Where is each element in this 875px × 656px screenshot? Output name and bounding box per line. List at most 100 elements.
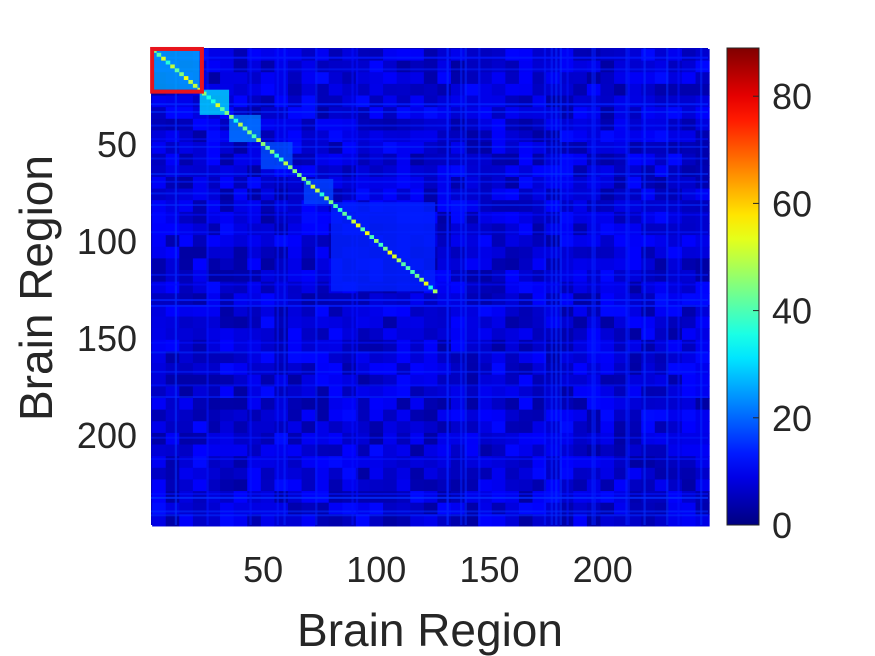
heatmap-cell — [192, 246, 207, 259]
heatmap-streak — [151, 138, 708, 141]
heatmap-cell — [614, 142, 629, 155]
heatmap-cell — [369, 502, 384, 515]
heatmap-cell — [179, 397, 194, 411]
heatmap-cell — [668, 107, 683, 120]
y-axis-ticks: 50 100 150 200 — [77, 124, 137, 456]
heatmap-cell — [206, 176, 221, 190]
heatmap-cell — [478, 467, 493, 480]
heatmap-cell — [423, 328, 438, 341]
heatmap-cell — [627, 432, 642, 446]
heatmap-cell — [247, 235, 262, 248]
heatmap-cell — [179, 502, 194, 515]
heatmap-cell — [233, 176, 248, 190]
heatmap-cell — [600, 176, 615, 190]
heatmap-cell — [192, 386, 207, 399]
heatmap-cell — [695, 258, 710, 271]
heatmap-cell — [573, 363, 588, 376]
heatmap-cell — [478, 270, 493, 283]
heatmap-cell — [641, 432, 656, 446]
heatmap-cell — [274, 223, 289, 236]
heatmap-cell — [247, 339, 262, 352]
heatmap-cell — [192, 409, 207, 422]
heatmap-cell — [383, 188, 398, 201]
heatmap-cell — [478, 479, 493, 492]
heatmap-cell — [641, 258, 656, 271]
heatmap-cell — [369, 176, 384, 190]
heatmap-cell — [573, 165, 588, 178]
heatmap-streak — [151, 396, 708, 398]
heatmap-cell — [573, 467, 588, 480]
heatmap-cell — [369, 304, 384, 318]
heatmap-diagonal-cell — [410, 270, 415, 274]
heatmap-cell — [301, 339, 316, 352]
heatmap-cell — [396, 351, 411, 364]
heatmap-cell — [274, 60, 289, 73]
heatmap-cell — [464, 188, 479, 201]
heatmap-cell — [233, 72, 248, 85]
heatmap-cell — [369, 409, 384, 422]
heatmap-cell — [410, 479, 425, 492]
heatmap-cell — [233, 316, 248, 329]
heatmap-cell — [600, 514, 615, 527]
heatmap-cell — [491, 83, 506, 96]
heatmap-diagonal-cell — [355, 223, 361, 228]
heatmap-cell — [274, 479, 289, 492]
heatmap-cell — [532, 316, 547, 329]
heatmap-cell — [179, 467, 194, 480]
heatmap-cell — [546, 246, 561, 259]
heatmap-cell — [518, 421, 534, 434]
heatmap-cell — [641, 153, 656, 166]
heatmap-cell — [451, 479, 466, 492]
heatmap-cell — [369, 130, 384, 143]
heatmap-cell — [668, 48, 683, 62]
heatmap-cell — [478, 188, 493, 201]
heatmap-cell — [383, 107, 398, 120]
heatmap-cell — [423, 95, 438, 108]
heatmap-cell — [260, 514, 275, 527]
heatmap-streak — [593, 48, 596, 525]
heatmap-cell — [614, 72, 629, 85]
heatmap-cell — [478, 176, 493, 190]
heatmap-cell — [287, 130, 303, 143]
heatmap-cell — [179, 223, 194, 236]
heatmap-cell — [668, 258, 683, 271]
heatmap-cell — [274, 48, 289, 62]
heatmap-cell — [328, 432, 343, 446]
heatmap-cell — [641, 467, 656, 480]
heatmap-cell — [505, 270, 520, 283]
heatmap-cell — [600, 397, 615, 411]
heatmap-cell — [668, 60, 683, 73]
heatmap-cell — [315, 235, 330, 248]
heatmap-cell — [505, 188, 520, 201]
heatmap-cell — [233, 223, 248, 236]
heatmap-cell — [518, 200, 534, 213]
heatmap-cell — [518, 188, 534, 201]
heatmap-cell — [287, 72, 303, 85]
heatmap-cell — [301, 246, 316, 259]
heatmap-cell — [478, 304, 493, 318]
heatmap-cell — [355, 304, 370, 318]
heatmap-diagonal-cell — [220, 107, 225, 112]
heatmap-cell — [369, 432, 384, 446]
heatmap-cell — [546, 397, 561, 411]
heatmap-cell — [260, 107, 275, 120]
heatmap-cell — [287, 479, 303, 492]
heatmap-cell — [152, 176, 167, 190]
heatmap-diagonal-cell — [161, 56, 166, 61]
heatmap-cell — [410, 48, 425, 62]
heatmap-cell — [179, 130, 194, 143]
heatmap-cell — [491, 479, 506, 492]
heatmap-cell — [437, 211, 452, 224]
heatmap-cell — [546, 235, 561, 248]
heatmap-cell — [410, 467, 425, 480]
heatmap-cell — [600, 281, 615, 294]
heatmap-cell — [274, 456, 289, 469]
colorbar-tick-label: 0 — [772, 505, 792, 546]
heatmap-cell — [614, 304, 629, 318]
heatmap-cell — [573, 107, 588, 120]
heatmap-streak — [643, 48, 646, 525]
heatmap-cell — [600, 246, 615, 259]
heatmap-cell — [437, 142, 452, 155]
heatmap-cell — [518, 304, 534, 318]
heatmap-cell — [383, 328, 398, 341]
